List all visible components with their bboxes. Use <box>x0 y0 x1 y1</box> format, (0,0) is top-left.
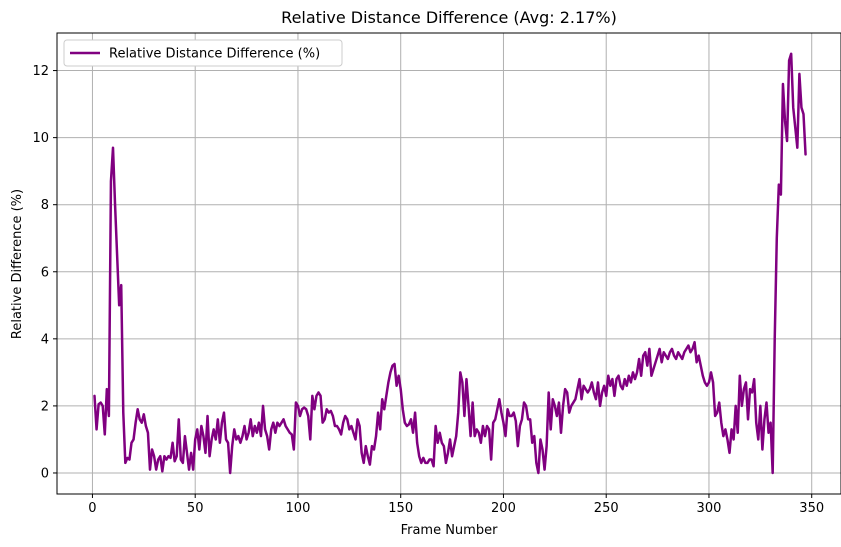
y-tick-label: 10 <box>32 131 49 146</box>
series-layer <box>93 52 807 475</box>
y-tick-label: 12 <box>32 64 49 79</box>
series-line <box>93 52 807 475</box>
y-tick-label: 8 <box>41 198 49 213</box>
chart-title: Relative Distance Difference (Avg: 2.17%… <box>281 8 617 27</box>
x-tick-label: 350 <box>799 501 824 516</box>
x-tick-label: 150 <box>388 501 413 516</box>
x-tick-label: 300 <box>697 501 722 516</box>
legend: Relative Distance Difference (%) <box>63 39 343 67</box>
x-tick-label: 0 <box>88 501 96 516</box>
y-axis-title: Relative Difference (%) <box>10 189 25 339</box>
y-tick-label: 0 <box>41 466 49 481</box>
legend-label: Relative Distance Difference (%) <box>109 47 320 62</box>
x-tick-label: 100 <box>286 501 311 516</box>
y-tick-label: 2 <box>41 399 49 414</box>
y-tick-label: 4 <box>41 332 49 347</box>
x-axis-title: Frame Number <box>401 523 499 538</box>
grid-lines <box>57 33 841 494</box>
x-tick-label: 200 <box>491 501 516 516</box>
x-tick-label: 50 <box>187 501 204 516</box>
y-tick-label: 6 <box>41 265 49 280</box>
legend-box <box>63 39 343 67</box>
y-axis: 0 2 4 6 8 10 12 <box>32 64 57 481</box>
x-tick-label: 250 <box>594 501 619 516</box>
x-axis: 0 50 100 150 200 250 300 350 <box>88 494 824 516</box>
plot-area-frame <box>56 32 841 495</box>
